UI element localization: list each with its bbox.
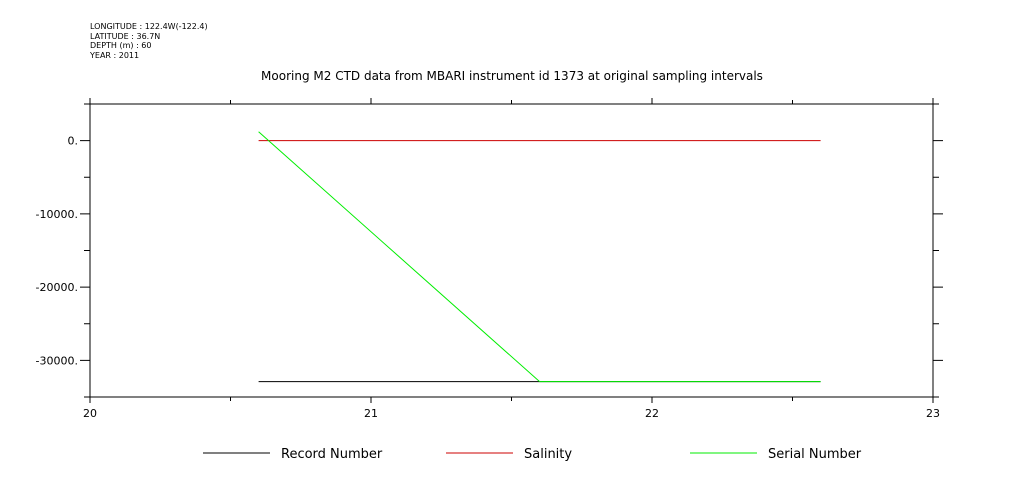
longitude-label: LONGITUDE : 122.4W(-122.4) — [90, 22, 208, 31]
chart-title: Mooring M2 CTD data from MBARI instrumen… — [261, 69, 763, 83]
y-tick-label: -20000. — [36, 281, 78, 294]
x-tick-label: 22 — [645, 407, 659, 420]
plot-frame — [89, 103, 934, 398]
legend-label-record-number: Record Number — [281, 447, 383, 462]
y-tick-label: -30000. — [36, 354, 78, 367]
metadata-block: LONGITUDE : 122.4W(-122.4) LATITUDE : 36… — [90, 22, 208, 60]
x-tick-label: 20 — [83, 407, 97, 420]
legend: Record Number Salinity Serial Number — [203, 447, 862, 462]
x-tick-label: 21 — [364, 407, 378, 420]
y-tick-label: -10000. — [36, 208, 78, 221]
legend-label-salinity: Salinity — [524, 447, 572, 462]
series-line-serial-number — [258, 131, 821, 383]
latitude-label: LATITUDE : 36.7N — [90, 31, 161, 41]
year-label: YEAR : 2011 — [90, 50, 140, 60]
x-tick-label: 23 — [926, 407, 940, 420]
series-lines — [258, 131, 821, 383]
axes: 0. -10000. -20000. -30000. 20 21 22 23 — [36, 98, 943, 420]
y-tick-label: 0. — [68, 135, 79, 148]
legend-label-serial-number: Serial Number — [768, 447, 862, 462]
depth-label: DEPTH (m) : 60 — [90, 41, 152, 50]
